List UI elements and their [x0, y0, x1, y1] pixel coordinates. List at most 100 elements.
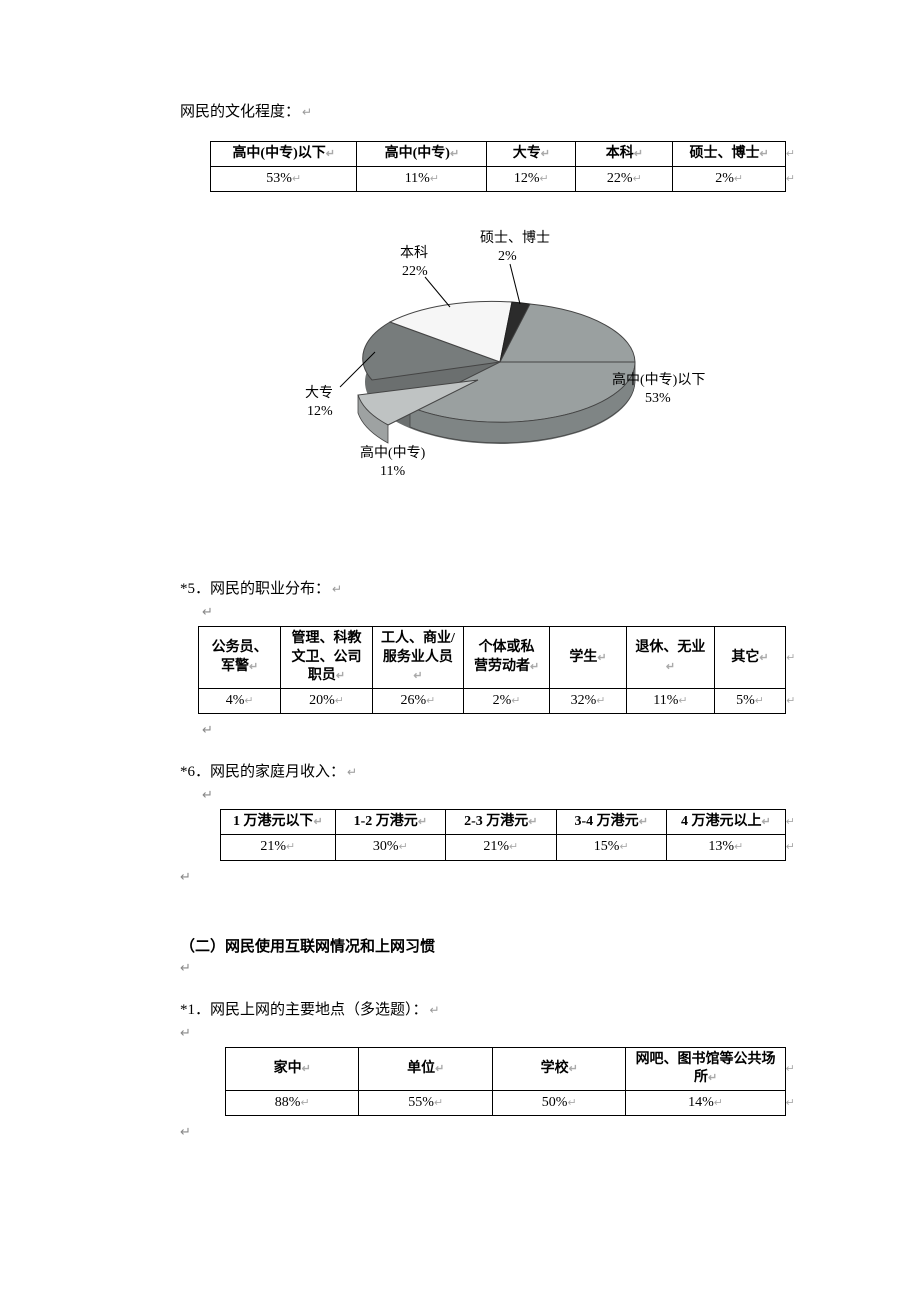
return-mark: ↵: [302, 105, 312, 119]
return-mark: ↵: [678, 695, 687, 707]
col-header: 1 万港元以下: [233, 814, 314, 829]
pie-svg: 硕士、博士 2% 本科 22%: [240, 222, 740, 502]
return-mark: ↵: [759, 652, 768, 664]
return-mark: ↵: [292, 173, 301, 185]
return-mark: ↵: [430, 173, 439, 185]
place-heading: *1．网民上网的主要地点（多选题）：↵: [180, 998, 800, 1019]
col-header: 2-3 万港元: [464, 814, 528, 829]
col-header: 学生: [569, 650, 597, 665]
return-mark: ↵: [708, 1072, 717, 1084]
col-header: 工人、商业/服务业人员: [381, 631, 455, 664]
cell-value: 55%: [408, 1095, 434, 1110]
table-row: 4%↵ 20%↵ 26%↵ 2%↵ 32%↵ 11%↵ 5%↵ ↵: [199, 688, 800, 713]
table-row: 88%↵ 55%↵ 50%↵ 14%↵ ↵: [226, 1090, 800, 1115]
cell-value: 11%: [405, 171, 430, 186]
return-mark: ↵: [202, 604, 800, 620]
col-header: 大专: [513, 146, 541, 161]
cell-value: 30%: [373, 839, 399, 854]
return-mark: ↵: [418, 816, 427, 828]
cell-value: 4%: [226, 693, 245, 708]
heading-text: *5．网民的职业分布：: [180, 581, 330, 597]
col-header: 公务员、军警: [212, 640, 268, 673]
job-heading: *5．网民的职业分布：↵: [180, 577, 800, 598]
edu-heading: 网民的文化程度：↵: [180, 100, 800, 121]
col-header: 其它: [731, 650, 759, 665]
income-table: 1 万港元以下↵ 1-2 万港元↵ 2-3 万港元↵ 3-4 万港元↵ 4 万港…: [220, 809, 800, 860]
col-header: 单位: [407, 1061, 435, 1076]
return-mark: ↵: [760, 148, 769, 160]
return-mark: ↵: [530, 661, 539, 673]
cell-value: 2%: [493, 693, 512, 708]
document-page: 网民的文化程度：↵ 高中(中专)以下↵ 高中(中专)↵ 大专↵ 本科↵ 硕士、博…: [0, 0, 920, 1302]
pie-label: 本科: [400, 245, 428, 261]
return-mark: ↵: [426, 695, 435, 707]
col-header: 网吧、图书馆等公共场所: [636, 1052, 776, 1085]
return-mark: ↵: [639, 816, 648, 828]
content-area: 网民的文化程度：↵ 高中(中专)以下↵ 高中(中专)↵ 大专↵ 本科↵ 硕士、博…: [180, 100, 800, 1140]
pie-label: 高中(中专)以下: [612, 371, 705, 388]
pie-label-pct: 2%: [498, 249, 517, 264]
return-mark: ↵: [313, 816, 322, 828]
return-mark: ↵: [633, 173, 642, 185]
return-mark: ↵: [202, 722, 800, 738]
row-end-mark: ↵: [785, 1090, 799, 1115]
row-end-mark: ↵: [785, 1047, 799, 1090]
return-mark: ↵: [634, 148, 643, 160]
row-end-mark: ↵: [786, 627, 800, 689]
return-mark: ↵: [430, 1003, 440, 1017]
cell-value: 20%: [309, 693, 335, 708]
return-mark: ↵: [509, 841, 518, 853]
row-end-mark: ↵: [785, 142, 799, 167]
col-header: 家中: [274, 1061, 302, 1076]
return-mark: ↵: [326, 148, 335, 160]
cell-value: 21%: [483, 839, 509, 854]
col-header: 3-4 万港元: [575, 814, 639, 829]
col-header: 退休、无业: [635, 640, 705, 655]
cell-value: 5%: [736, 693, 755, 708]
heading-text: *1．网民上网的主要地点（多选题）：: [180, 1002, 428, 1018]
cell-value: 53%: [266, 171, 292, 186]
col-header: 高中(中专): [385, 146, 450, 161]
return-mark: ↵: [244, 695, 253, 707]
return-mark: ↵: [302, 1063, 311, 1075]
cell-value: 22%: [607, 171, 633, 186]
cell-value: 50%: [542, 1095, 568, 1110]
table-row: 21%↵ 30%↵ 21%↵ 15%↵ 13%↵ ↵: [221, 835, 800, 860]
cell-value: 12%: [514, 171, 540, 186]
return-mark: ↵: [180, 960, 800, 976]
return-mark: ↵: [761, 816, 770, 828]
table-row: 家中↵ 单位↵ 学校↵ 网吧、图书馆等公共场所↵ ↵: [226, 1047, 800, 1090]
cell-value: 14%: [688, 1095, 714, 1110]
col-header: 高中(中专)以下: [232, 146, 325, 161]
pie-label: 高中(中专): [360, 444, 426, 461]
place-table: 家中↵ 单位↵ 学校↵ 网吧、图书馆等公共场所↵ ↵ 88%↵ 55%↵ 50%…: [225, 1047, 800, 1117]
return-mark: ↵: [399, 841, 408, 853]
edu-heading-text: 网民的文化程度：: [180, 104, 300, 120]
col-header: 1-2 万港元: [354, 814, 418, 829]
return-mark: ↵: [734, 841, 743, 853]
return-mark: ↵: [300, 1097, 309, 1109]
table-row: 公务员、军警↵ 管理、科教文卫、公司职员↵ 工人、商业/服务业人员↵ 个体或私营…: [199, 627, 800, 689]
cell-value: 2%: [715, 171, 734, 186]
col-header: 管理、科教文卫、公司职员: [292, 631, 362, 682]
return-mark: ↵: [540, 173, 549, 185]
return-mark: ↵: [450, 148, 459, 160]
return-mark: ↵: [619, 841, 628, 853]
row-end-mark: ↵: [785, 810, 799, 835]
return-mark: ↵: [286, 841, 295, 853]
return-mark: ↵: [734, 173, 743, 185]
return-mark: ↵: [332, 582, 342, 596]
return-mark: ↵: [755, 695, 764, 707]
return-mark: ↵: [511, 695, 520, 707]
edu-pie-chart: 硕士、博士 2% 本科 22%: [180, 222, 800, 507]
return-mark: ↵: [597, 652, 606, 664]
return-mark: ↵: [180, 869, 800, 885]
return-mark: ↵: [180, 1025, 800, 1041]
return-mark: ↵: [336, 670, 345, 682]
cell-value: 32%: [571, 693, 597, 708]
return-mark: ↵: [567, 1097, 576, 1109]
return-mark: ↵: [180, 1124, 800, 1140]
cell-value: 88%: [275, 1095, 301, 1110]
return-mark: ↵: [249, 661, 258, 673]
return-mark: ↵: [666, 661, 675, 673]
